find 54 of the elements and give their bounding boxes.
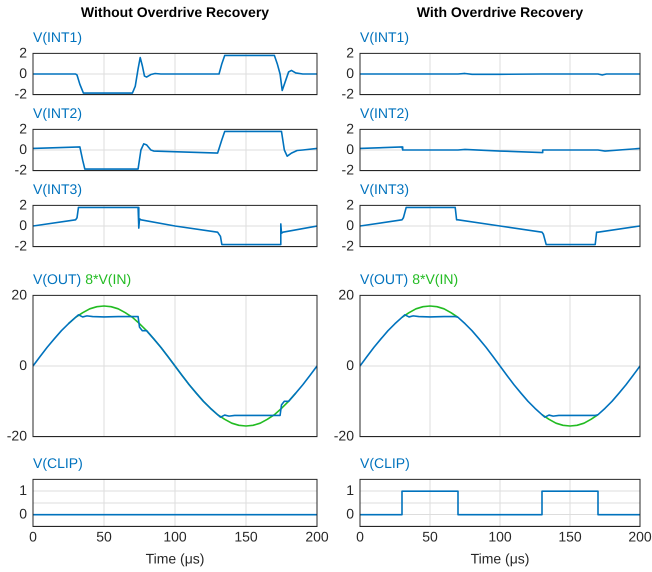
y-tick-label: 2 [19,196,28,212]
y-tick-label: 2 [346,44,354,60]
chart-title: Without Overdrive Recovery [80,4,270,20]
x-tick-label: 0 [356,528,364,545]
y-tick-label: -20 [334,427,354,444]
x-tick-label: 200 [628,528,652,545]
y-tick-label: 0 [19,216,28,233]
x-axis-title: Time (μs) [146,550,204,566]
x-tick-label: 150 [558,528,582,545]
x-tick-label: 100 [488,528,512,545]
y-tick-label: 20 [11,286,28,302]
series-label: V(INT2) [33,105,82,121]
y-tick-label: 0 [19,64,28,81]
y-tick-label: -2 [342,161,354,178]
text: V(CLIP) [33,455,83,471]
series-label: V(CLIP) [360,455,410,471]
x-tick-label: 100 [163,528,187,545]
y-tick-label: 0 [346,506,354,522]
y-tick-label: 2 [346,196,354,212]
x-axis-title: Time (μs) [470,550,530,566]
series-label: V(INT2) [360,105,409,121]
y-tick-label: -2 [14,85,28,102]
text: V(INT1) [360,29,409,45]
y-tick-label: -20 [6,427,28,444]
series-label: V(INT3) [33,181,82,197]
x-tick-label: 0 [29,528,38,545]
y-tick-label: -2 [14,237,28,254]
y-tick-label: -2 [342,85,354,102]
x-tick-label: 50 [96,528,112,545]
chart-title: With Overdrive Recovery [416,4,584,20]
text: V(OUT) [360,271,408,287]
y-tick-label: 0 [346,356,354,373]
y-tick-label: 0 [19,140,28,157]
y-tick-label: 2 [19,120,28,136]
series-label: V(OUT) [33,271,82,287]
series-label: V(INT3) [360,181,409,197]
y-tick-label: 0 [346,140,354,157]
y-tick-label: -2 [14,161,28,178]
y-tick-label: -2 [342,237,354,254]
x-tick-label: 200 [305,528,329,545]
x-tick-label: 150 [234,528,258,545]
y-tick-label: 0 [346,64,354,81]
series-label: 8*V(IN) [412,271,458,287]
y-tick-label: 2 [346,120,354,136]
y-tick-label: 1 [346,482,354,498]
y-tick-label: 0 [19,356,28,373]
text: V(INT1) [33,29,82,45]
y-tick-label: 0 [346,216,354,233]
y-tick-label: 1 [19,482,28,498]
series-label: 8*V(IN) [85,271,132,287]
x-tick-label: 50 [422,528,438,545]
y-tick-label: 0 [19,506,28,522]
y-tick-label: 2 [19,44,28,60]
y-tick-label: 20 [338,286,354,302]
